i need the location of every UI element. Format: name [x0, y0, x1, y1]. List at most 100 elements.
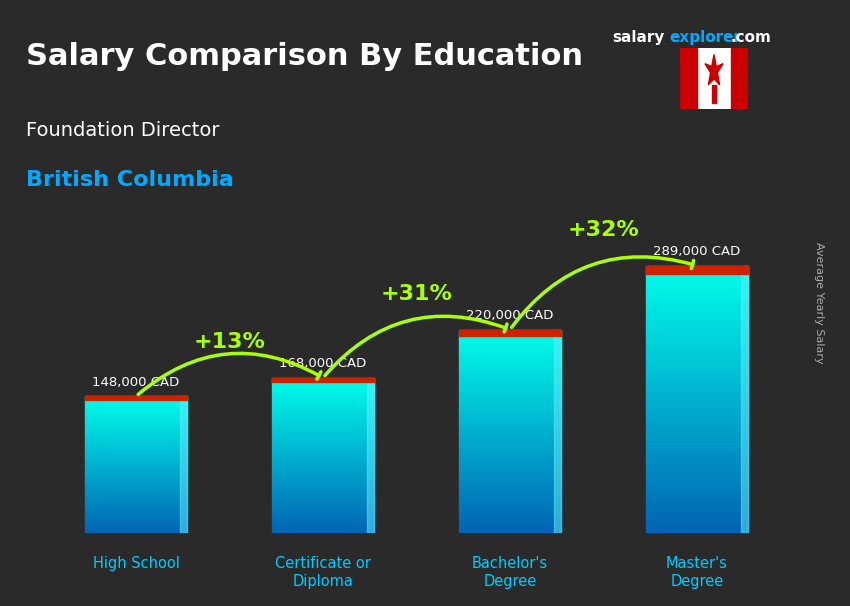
Bar	[84, 438, 187, 439]
Bar	[459, 435, 561, 438]
Bar	[646, 520, 748, 524]
Bar	[459, 330, 561, 333]
Bar	[646, 373, 748, 377]
Bar	[84, 479, 187, 481]
Bar	[646, 493, 748, 498]
Bar	[646, 511, 748, 516]
Bar	[459, 343, 561, 347]
Bar	[459, 381, 561, 384]
Text: Master's
Degree: Master's Degree	[666, 556, 728, 589]
Bar	[459, 411, 561, 415]
Bar	[84, 513, 187, 515]
Text: salary: salary	[612, 30, 665, 45]
Bar	[271, 499, 374, 502]
Text: High School: High School	[93, 556, 179, 571]
Bar	[646, 484, 748, 488]
Bar	[459, 408, 561, 411]
Bar	[459, 418, 561, 421]
Bar	[271, 442, 374, 445]
Bar	[459, 499, 561, 503]
Bar	[459, 421, 561, 425]
Bar	[84, 403, 187, 405]
Bar	[84, 396, 187, 401]
Bar	[84, 449, 187, 451]
Bar	[271, 393, 374, 396]
Bar	[646, 524, 748, 529]
Bar	[84, 510, 187, 513]
Bar	[271, 510, 374, 513]
Polygon shape	[705, 55, 723, 85]
Bar	[459, 459, 561, 462]
Bar	[271, 468, 374, 471]
Bar	[271, 515, 374, 518]
Bar	[84, 405, 187, 408]
Bar	[271, 445, 374, 448]
Text: 289,000 CAD: 289,000 CAD	[654, 245, 740, 258]
Bar	[84, 483, 187, 485]
Bar	[271, 497, 374, 499]
Bar	[84, 451, 187, 453]
Bar	[459, 520, 561, 523]
Bar	[271, 388, 374, 391]
Bar	[84, 490, 187, 492]
Bar	[459, 506, 561, 510]
Bar	[646, 306, 748, 310]
Text: .com: .com	[731, 30, 772, 45]
Bar	[646, 359, 748, 364]
Bar	[646, 364, 748, 368]
Bar	[271, 466, 374, 468]
Bar	[84, 506, 187, 508]
Bar	[271, 513, 374, 515]
Bar	[646, 328, 748, 333]
Bar	[459, 523, 561, 527]
Bar	[646, 516, 748, 520]
Bar	[646, 275, 748, 279]
Bar	[271, 438, 374, 440]
Bar	[271, 484, 374, 487]
Bar	[646, 288, 748, 293]
Bar	[84, 433, 187, 435]
Bar	[646, 386, 748, 391]
Bar	[271, 453, 374, 456]
Bar	[271, 383, 374, 385]
Bar	[271, 487, 374, 489]
Bar	[271, 461, 374, 463]
Bar	[459, 496, 561, 499]
Bar	[646, 453, 748, 458]
Bar	[459, 428, 561, 431]
Bar	[646, 426, 748, 431]
Bar	[646, 418, 748, 422]
Bar	[459, 340, 561, 343]
Bar	[84, 412, 187, 415]
Bar	[646, 467, 748, 471]
Bar	[459, 377, 561, 381]
Bar	[84, 501, 187, 504]
Bar	[459, 462, 561, 465]
Bar	[367, 378, 374, 533]
Bar	[271, 404, 374, 406]
Bar	[84, 504, 187, 506]
Bar	[646, 346, 748, 350]
Bar	[84, 476, 187, 479]
Bar	[646, 422, 748, 426]
Bar	[459, 353, 561, 357]
Bar	[271, 427, 374, 430]
Bar	[459, 527, 561, 530]
Bar	[646, 284, 748, 288]
Bar	[84, 458, 187, 460]
Bar	[84, 494, 187, 497]
Bar	[646, 435, 748, 439]
Bar	[459, 367, 561, 370]
Bar	[84, 435, 187, 438]
Bar	[646, 270, 748, 275]
Bar	[646, 444, 748, 448]
Bar	[646, 265, 748, 270]
Bar	[271, 440, 374, 442]
Bar	[271, 385, 374, 388]
Bar	[271, 505, 374, 507]
Bar	[646, 324, 748, 328]
Bar	[84, 442, 187, 444]
Bar	[646, 413, 748, 418]
Bar	[271, 474, 374, 476]
Bar	[459, 530, 561, 533]
